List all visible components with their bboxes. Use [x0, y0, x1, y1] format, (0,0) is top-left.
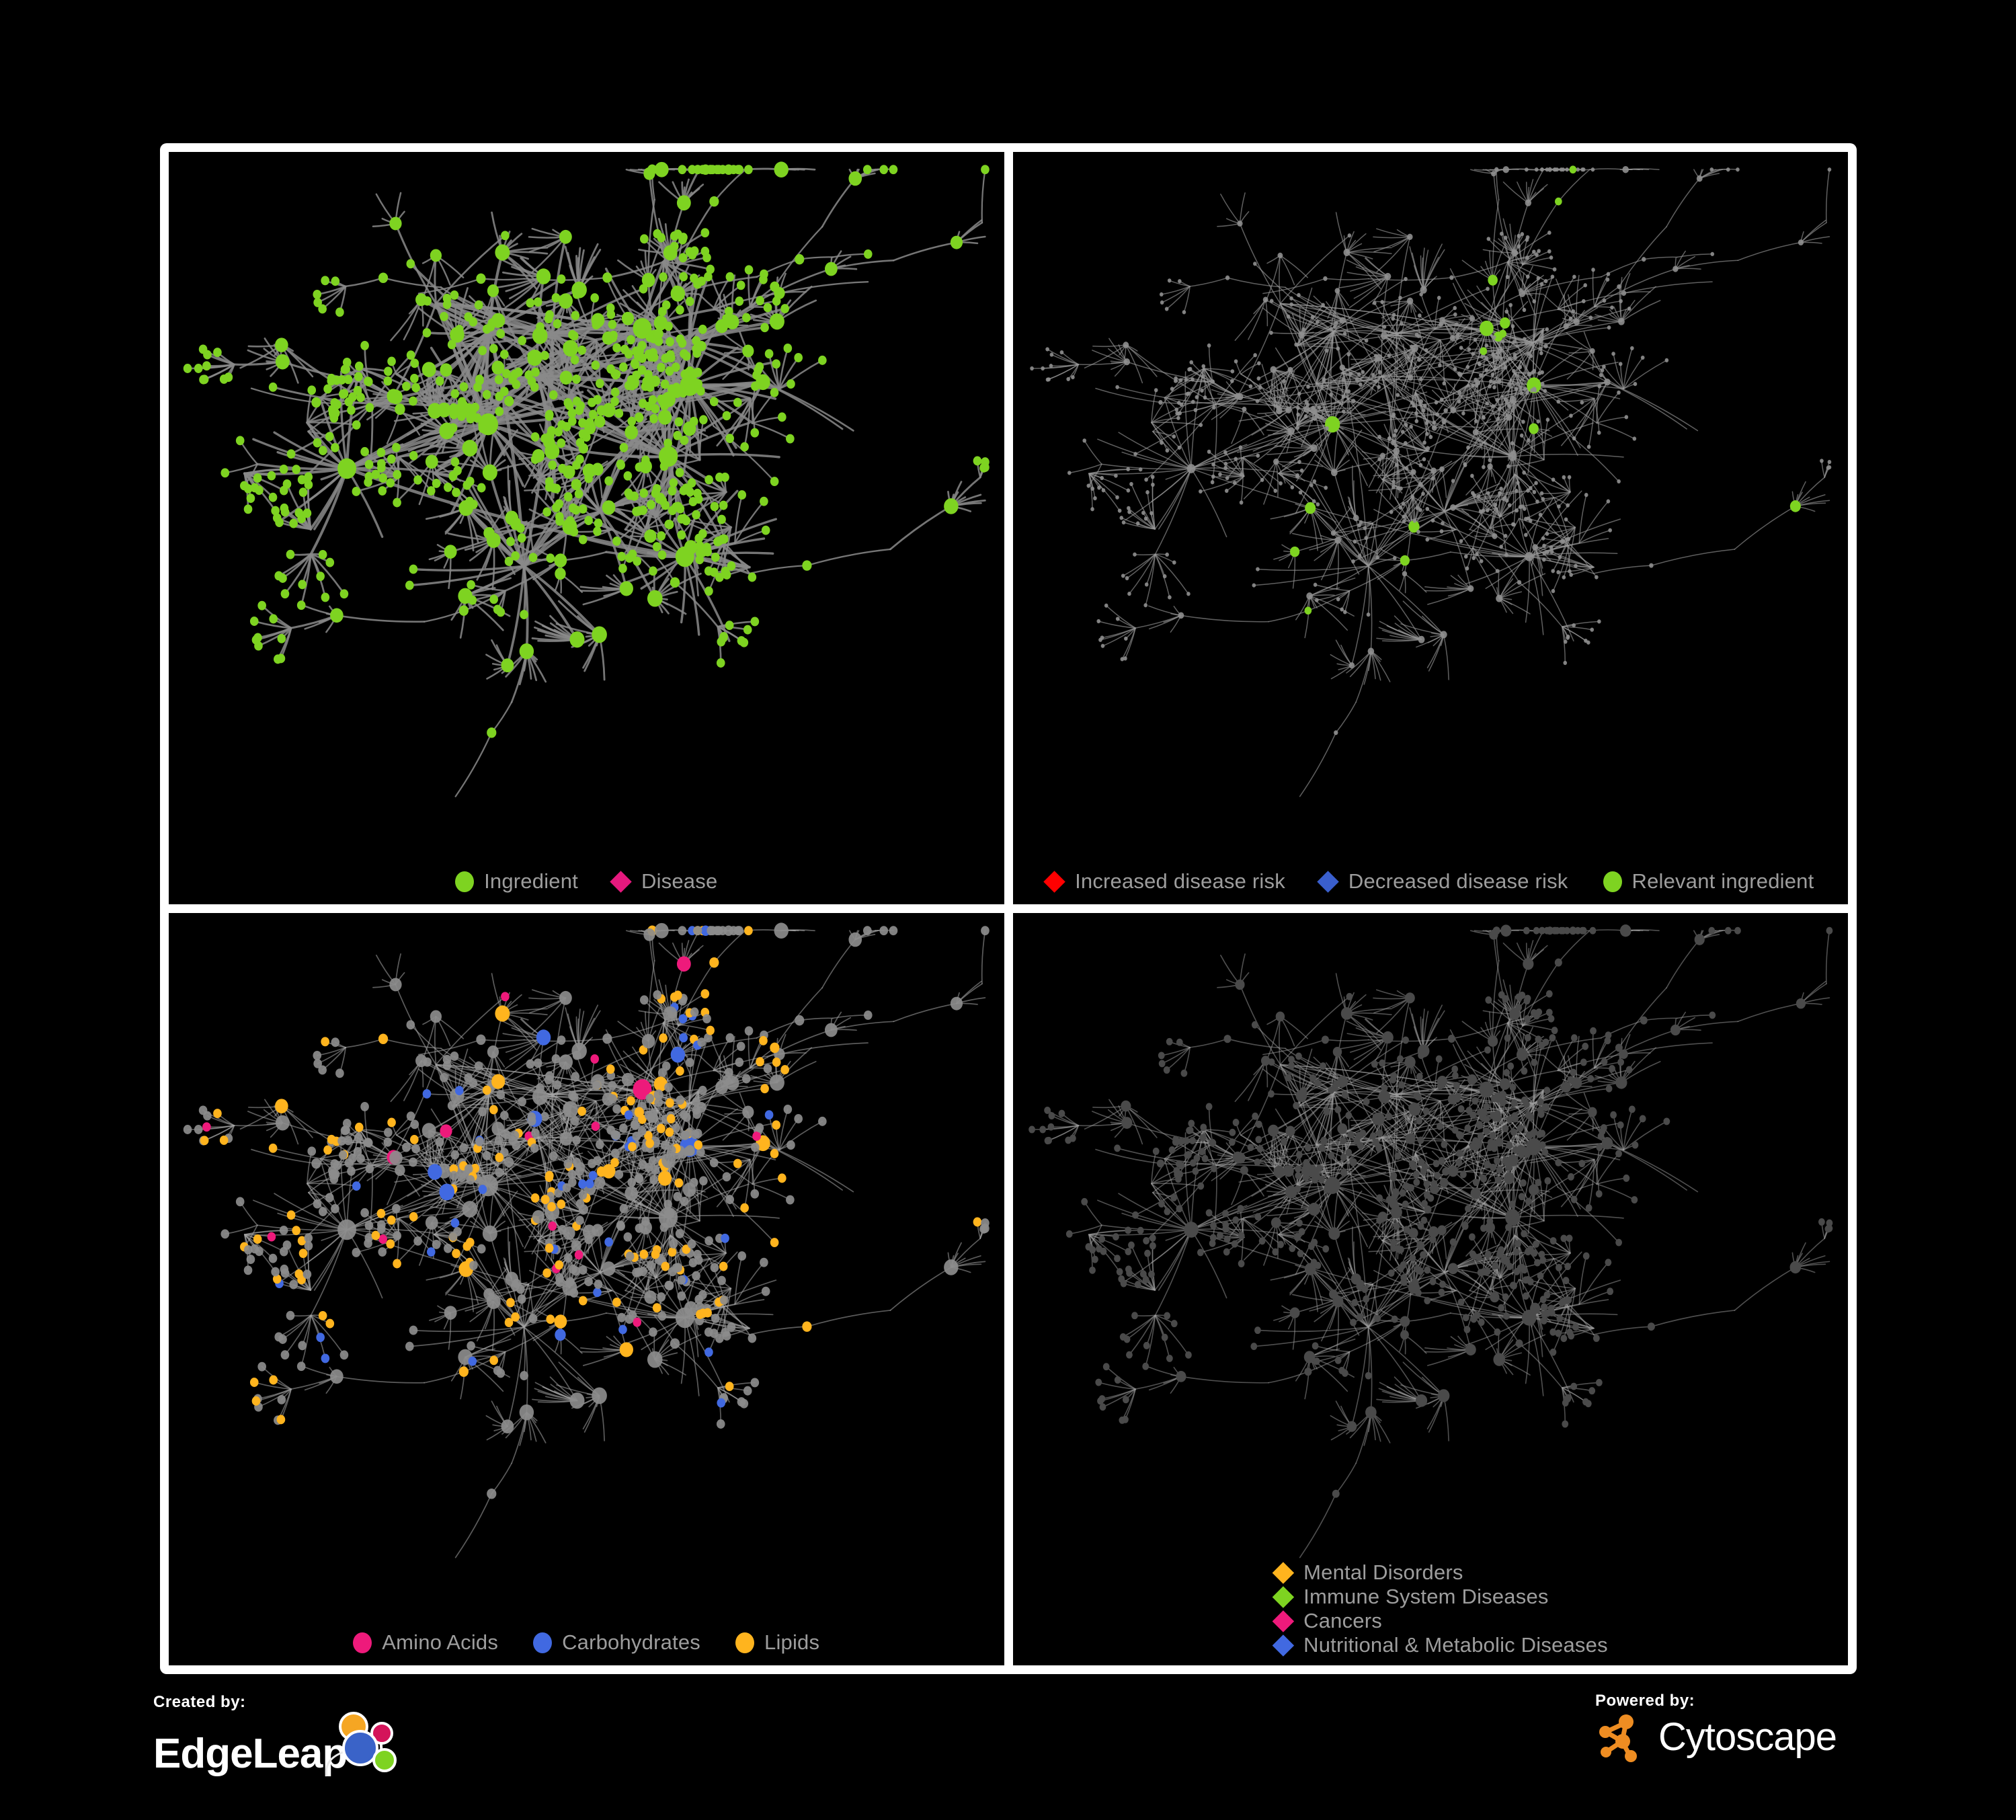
footer: Created by: EdgeLeap Powered by: [153, 1681, 1857, 1802]
cytoscape-wordmark: Cytoscape [1658, 1715, 1837, 1759]
panel-disease-risk[interactable]: Increased disease risk Decreased disease… [1012, 152, 1849, 904]
panel-ingredient-disease[interactable]: Ingredient Disease [169, 152, 1004, 904]
edgeleap-branding: Created by: EdgeLeap [153, 1693, 410, 1777]
cytoscape-logo-icon [1599, 1714, 1637, 1762]
network-canvas-3[interactable] [169, 913, 1004, 1665]
panel-ingredient-class[interactable]: Amino Acids Carbohydrates Lipids [169, 913, 1004, 1665]
network-canvas-2[interactable] [1013, 152, 1849, 904]
edgeleap-wordmark: EdgeLeap [153, 1731, 348, 1777]
network-canvas-4[interactable] [1013, 913, 1849, 1665]
panel-grid: Ingredient Disease Increased disease ris… [160, 143, 1857, 1674]
cytoscape-branding: Powered by: Cytoscape [1595, 1692, 1837, 1764]
edgeleap-logo-icon [325, 1712, 397, 1777]
powered-by-label: Powered by: [1595, 1692, 1695, 1710]
created-by-label: Created by: [153, 1693, 246, 1711]
panel-disease-class[interactable]: Mental Disorders Immune System Diseases … [1012, 913, 1849, 1665]
network-canvas-1[interactable] [169, 152, 1004, 904]
